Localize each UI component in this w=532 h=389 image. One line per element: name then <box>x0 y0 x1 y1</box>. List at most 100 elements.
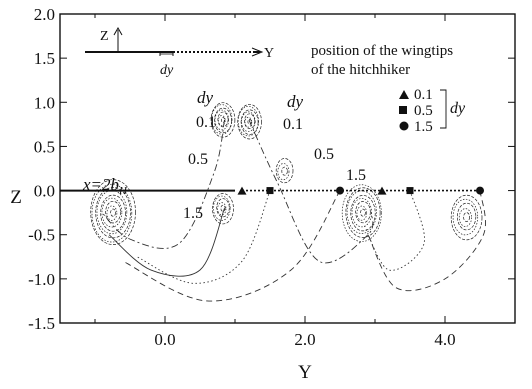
station-label: x=2bH <box>82 175 128 197</box>
vortex-ring <box>351 198 372 228</box>
vortex-ring <box>210 102 236 138</box>
vortex-ring <box>100 194 126 232</box>
label-05-right: 0.5 <box>314 146 334 163</box>
vortex-ring <box>101 197 123 228</box>
wingtip-marker-circle <box>476 186 484 195</box>
x-tick-label: 2.0 <box>294 330 315 349</box>
vortex-ring <box>217 202 227 216</box>
vortex-ring <box>360 208 366 217</box>
inset-y-label: Y <box>264 46 274 61</box>
vortex-ring <box>240 109 259 135</box>
vortex-ring <box>216 198 230 218</box>
x-tick-label: 0.0 <box>154 330 175 349</box>
vortex-contours <box>90 102 483 245</box>
vortex-ring <box>106 205 118 221</box>
wingtip-marker-triangle <box>237 186 247 195</box>
y-tick-label: 1.5 <box>34 49 55 68</box>
legend-marker-circle <box>399 121 409 131</box>
vortex-ring <box>350 195 376 232</box>
vortex-ring <box>463 212 471 222</box>
vortex-ring <box>346 190 377 234</box>
legend-label-15: 1.5 <box>414 119 433 135</box>
vortex-ring <box>211 104 233 135</box>
plot-frame <box>59 13 516 324</box>
legend-title-line1: position of the wingtips <box>311 43 453 59</box>
vortex-ring <box>345 187 381 238</box>
vortex-ring <box>277 163 290 181</box>
trajectory-line <box>364 190 425 271</box>
inset-sketch: Z Y dy <box>85 26 274 78</box>
vortex-ring <box>237 106 259 137</box>
y-tick-label: -1.5 <box>28 314 55 333</box>
inset-z-label: Z <box>100 29 109 44</box>
vortex-ring <box>95 187 131 239</box>
y-tick-label: -0.5 <box>28 226 55 245</box>
vortex-ring <box>237 104 262 140</box>
trajectory-line <box>108 208 225 277</box>
vortex-ring <box>457 202 477 231</box>
trajectory-line <box>367 190 486 292</box>
wingtip-marker-square <box>406 187 414 195</box>
label-05-left: 0.5 <box>188 151 208 168</box>
y-tick-label: 1.0 <box>34 93 55 112</box>
vortex-ring <box>105 200 121 224</box>
vortex-ring <box>355 201 371 224</box>
vortex-ring <box>96 190 128 235</box>
label-15-left: 1.5 <box>183 205 203 222</box>
legend-bracket <box>440 89 447 129</box>
dy-label-right: dy <box>287 92 304 111</box>
vortex-ring <box>356 205 368 221</box>
wingtip-marker-triangle <box>377 186 387 195</box>
y-axis-label: Z <box>10 187 22 208</box>
ticks: 2.0 1.5 1.0 0.5 0.0 -0.5 -1.0 -1.5 0.0 2.0 4.0 <box>28 5 516 349</box>
label-15-right: 1.5 <box>346 167 366 184</box>
vortex-ring <box>281 166 288 176</box>
trajectory-line <box>122 190 341 302</box>
vortex-ring <box>450 194 483 241</box>
vortex-ring <box>110 208 116 217</box>
vortex-ring <box>241 111 256 132</box>
y-tick-label: 0.0 <box>34 182 55 201</box>
vortex-ring <box>458 208 472 227</box>
legend-group-label: dy <box>450 100 466 117</box>
vortex-ring <box>220 117 226 123</box>
vortex-ring <box>214 109 229 131</box>
legend-title-line2: of the hitchhiker <box>311 62 410 78</box>
x-axis-label: Y <box>298 362 312 383</box>
vortex-ring <box>244 116 253 128</box>
vortex-ring <box>91 183 133 243</box>
trajectory-line <box>136 190 271 284</box>
legend-label-01: 0.1 <box>414 87 433 103</box>
legend-label-05: 0.5 <box>414 103 433 119</box>
vortex-ring <box>247 118 252 125</box>
vortex-ring <box>341 184 382 242</box>
vortex-ring <box>452 198 479 236</box>
trajectory-line <box>101 119 225 249</box>
vortex-ring <box>212 193 234 225</box>
vortex-ring <box>213 195 231 221</box>
trajectories <box>101 119 486 302</box>
wings <box>60 186 484 195</box>
axes <box>59 13 516 324</box>
vortex-ring <box>217 111 229 128</box>
dy-label-left: dy <box>197 88 214 107</box>
wingtip-marker-circle <box>336 186 344 195</box>
vortex-ring <box>214 107 232 134</box>
legend-marker-triangle <box>399 90 409 99</box>
label-01-right: 0.1 <box>283 116 303 133</box>
legend-marker-square <box>399 106 407 114</box>
label-01-left: 0.1 <box>196 114 216 131</box>
y-tick-label: -1.0 <box>28 270 55 289</box>
x-tick-label: 4.0 <box>434 330 455 349</box>
vortex-ring <box>275 158 294 184</box>
vortex-ring <box>90 179 136 245</box>
vortex-ring <box>220 204 226 212</box>
legend: position of the wingtips of the hitchhik… <box>311 43 466 135</box>
wingtip-marker-square <box>266 187 274 195</box>
y-tick-label: 2.0 <box>34 5 55 24</box>
vortex-ring <box>244 113 256 129</box>
inset-dy-label: dy <box>160 63 174 78</box>
vortex-ring <box>218 115 226 126</box>
y-tick-label: 0.5 <box>34 137 55 156</box>
